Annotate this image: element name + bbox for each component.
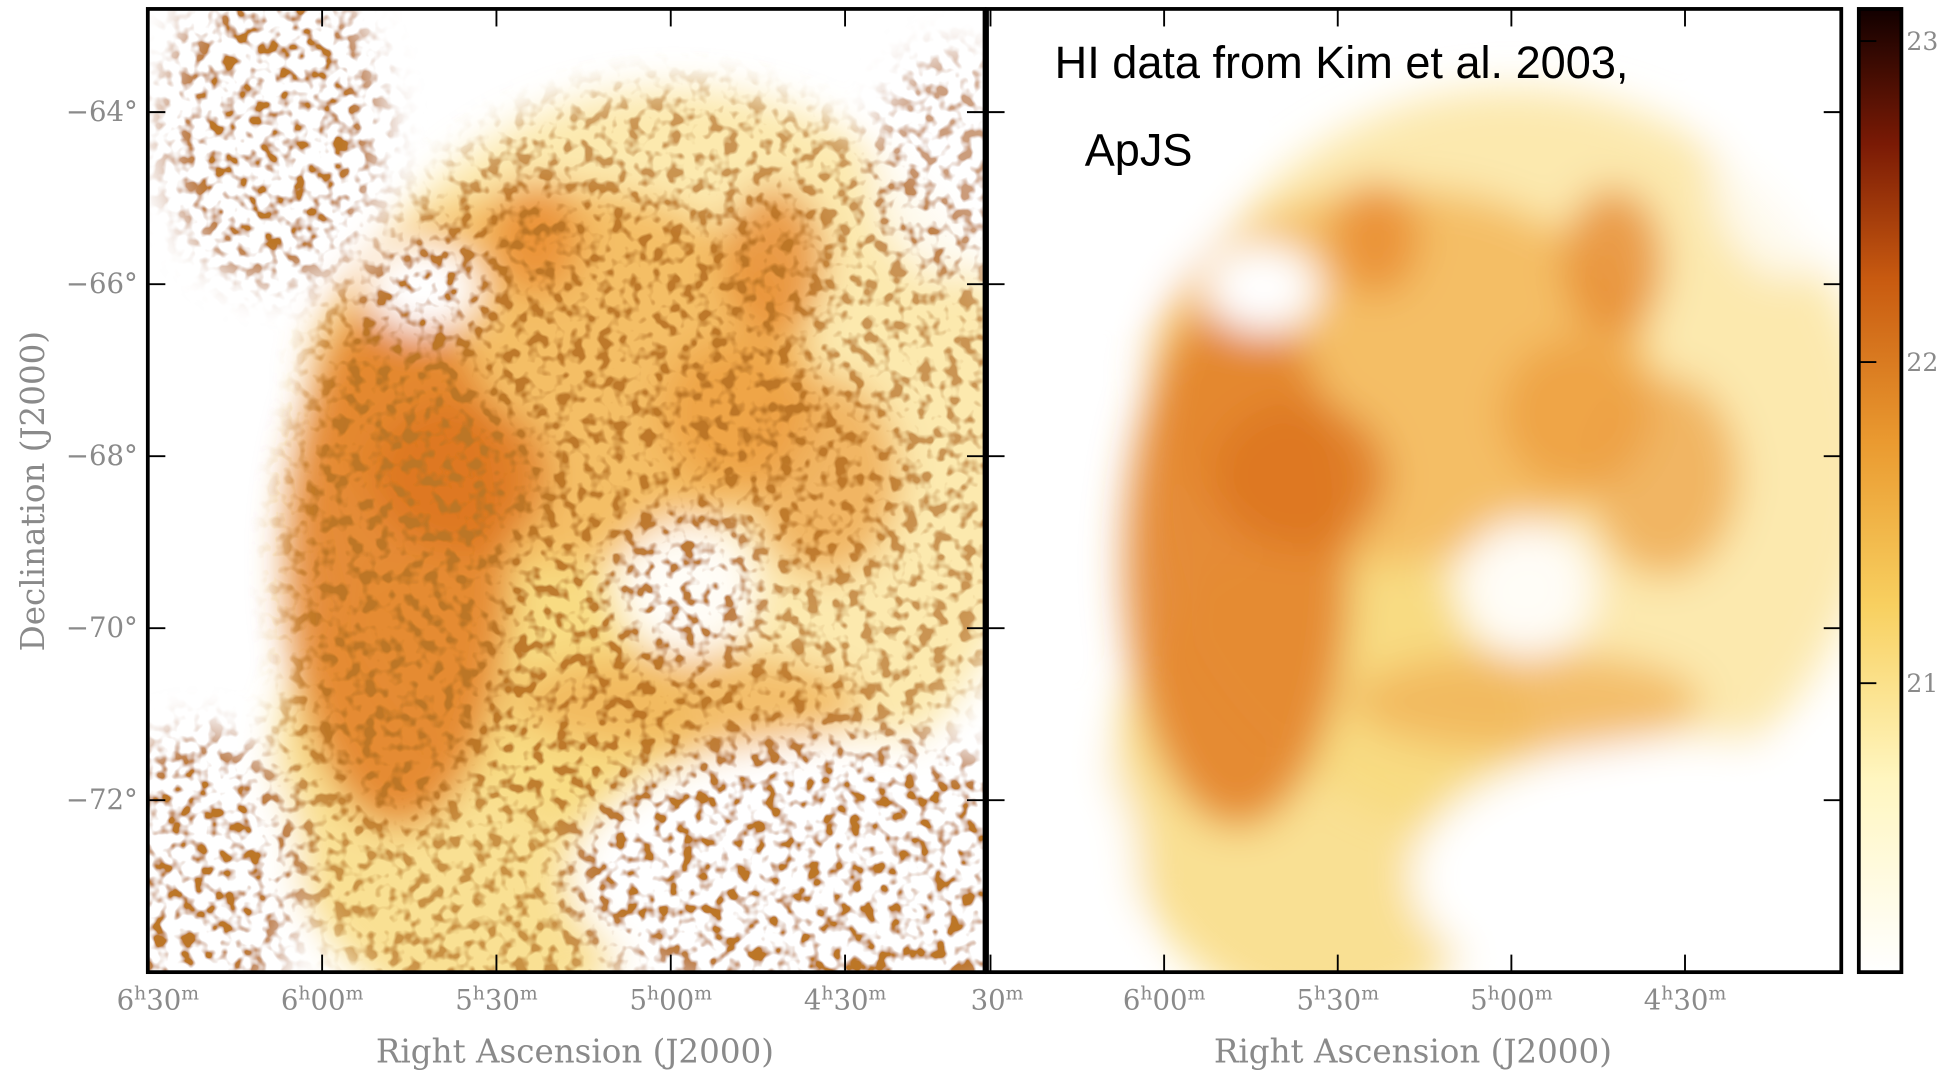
x-tick-label: 4h30m <box>1644 983 1727 1016</box>
y-tick-label: −64° <box>66 96 138 128</box>
x-tick-label: 6h30m <box>117 983 200 1016</box>
y-tick-label: −70° <box>66 612 138 644</box>
annotation: HI data from Kim et al. 2003, <box>1055 37 1629 88</box>
x-tick-label: 6h00m <box>1123 983 1206 1016</box>
colorbar <box>1856 7 1904 975</box>
colorbar-tick-label: 23 <box>1906 27 1938 56</box>
hi-image-left <box>147 8 985 973</box>
x-axis-label: Right Ascension (J2000) <box>1214 1032 1612 1070</box>
panel-frame <box>985 7 1844 975</box>
x-tick-label: 5h30m <box>455 983 538 1016</box>
y-tick-label: −66° <box>66 268 138 300</box>
colorbar-tick-label: 22 <box>1906 348 1938 377</box>
x-tick-label: 5h30m <box>1297 983 1380 1016</box>
x-tick-label: 5h00m <box>1470 983 1553 1016</box>
x-tick-label: 5h00m <box>630 983 713 1016</box>
x-tick-label: 30m <box>971 983 1024 1016</box>
y-tick-label: −68° <box>66 440 138 472</box>
x-tick-label: 4h30m <box>804 983 887 1016</box>
hi-image-right <box>987 8 1842 973</box>
x-tick-label: 6h00m <box>281 983 364 1016</box>
y-tick-label: −72° <box>66 784 138 816</box>
x-axis-label: Right Ascension (J2000) <box>376 1032 774 1070</box>
y-axis-label: Declination (J2000) <box>14 331 52 651</box>
colorbar-tick-label: 21 <box>1906 669 1938 698</box>
annotation: ApJS <box>1085 124 1193 175</box>
panel-frame <box>145 7 987 975</box>
